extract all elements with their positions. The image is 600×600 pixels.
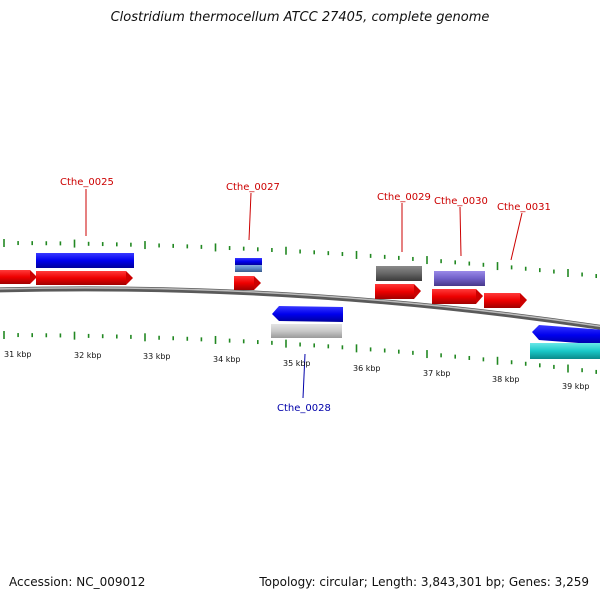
kbp-label: 35 kbp xyxy=(283,359,311,368)
gene-labels: Cthe_0025 Cthe_0027 Cthe_0029 Cthe_0030 … xyxy=(60,177,551,414)
gene-label[interactable]: Cthe_0027 xyxy=(226,182,280,193)
gene-cthe-0028-blue[interactable] xyxy=(272,306,343,322)
gene-label[interactable]: Cthe_0028 xyxy=(277,403,331,414)
kbp-label: 34 kbp xyxy=(213,355,241,364)
gene-cthe-0031-red-tip xyxy=(520,293,527,308)
kbp-label: 37 kbp xyxy=(423,369,451,378)
gene-cthe-0029-red[interactable] xyxy=(375,284,414,299)
genome-backbone-highlight xyxy=(0,287,600,328)
gene-cthe-0029-gray[interactable] xyxy=(376,266,422,281)
gene-label[interactable]: Cthe_0029 xyxy=(377,192,431,203)
forward-genes xyxy=(0,253,527,308)
gene-cthe-0027-blue[interactable] xyxy=(235,258,262,265)
gene-cthe-0032-cyan[interactable] xyxy=(530,343,600,359)
gene-cthe-0032-blue[interactable] xyxy=(532,325,600,345)
gene-label[interactable]: Cthe_0025 xyxy=(60,177,114,188)
gene-cthe-0030-purple[interactable] xyxy=(434,271,485,286)
genome-backbone xyxy=(0,286,600,330)
genome-summary-text: Topology: circular; Length: 3,843,301 bp… xyxy=(259,575,589,589)
gene-cthe-0027-red-tip xyxy=(254,276,261,290)
gene-cthe-0024-tip xyxy=(30,270,37,284)
gene-cthe-0024[interactable] xyxy=(0,270,30,284)
kbp-label: 39 kbp xyxy=(562,382,590,391)
gene-label[interactable]: Cthe_0031 xyxy=(497,202,551,213)
kbp-label: 38 kbp xyxy=(492,375,520,384)
gene-cthe-0026-tip xyxy=(126,271,133,285)
gene-cthe-0030-red-tip xyxy=(476,289,483,304)
lower-tick-row xyxy=(3,331,598,374)
upper-tick-row xyxy=(3,239,598,279)
gene-label[interactable]: Cthe_0030 xyxy=(434,196,488,207)
kbp-labels: 31 kbp 32 kbp 33 kbp 34 kbp 35 kbp 36 kb… xyxy=(4,350,590,391)
gene-cthe-0031-red[interactable] xyxy=(484,293,520,308)
kbp-label: 36 kbp xyxy=(353,364,381,373)
reverse-genes xyxy=(271,306,600,359)
kbp-label: 32 kbp xyxy=(74,351,102,360)
gene-cthe-0030-red[interactable] xyxy=(432,289,476,304)
gene-cthe-0025-upper[interactable] xyxy=(36,253,134,268)
gene-cthe-0028-gray[interactable] xyxy=(271,324,342,338)
genome-title: Clostridium thermocellum ATCC 27405, com… xyxy=(110,10,490,25)
gene-cthe-0027-steel[interactable] xyxy=(235,265,262,272)
kbp-label: 31 kbp xyxy=(4,350,32,359)
gene-leader-lines xyxy=(85,189,523,399)
gene-cthe-0027-red[interactable] xyxy=(234,276,254,290)
kbp-label: 33 kbp xyxy=(143,352,171,361)
gene-cthe-0029-red-tip xyxy=(414,284,421,299)
gene-cthe-0026[interactable] xyxy=(36,271,126,285)
accession-text: Accession: NC_009012 xyxy=(9,575,146,589)
